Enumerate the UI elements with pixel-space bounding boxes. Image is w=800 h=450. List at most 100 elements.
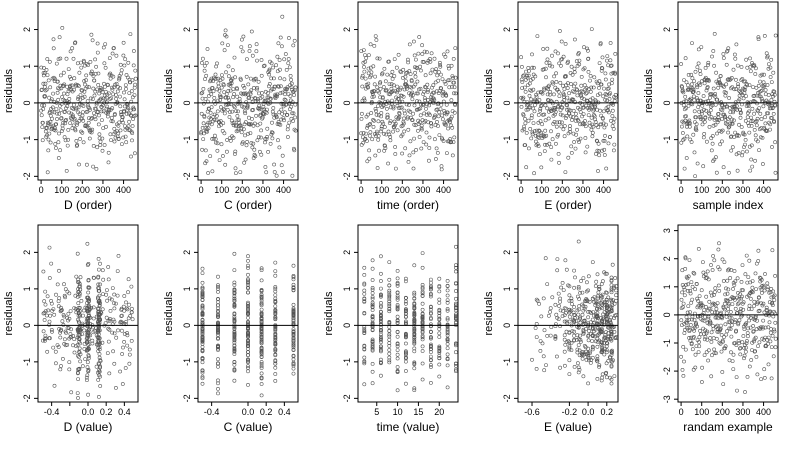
data-point — [747, 258, 752, 263]
data-point — [245, 139, 250, 144]
data-point — [374, 109, 379, 113]
data-point — [690, 347, 695, 352]
data-point — [106, 160, 111, 165]
data-point — [232, 334, 237, 339]
data-point — [546, 98, 551, 103]
data-point — [291, 348, 296, 353]
data-point — [216, 314, 220, 319]
data-point — [289, 116, 294, 121]
data-point — [240, 49, 245, 54]
data-point — [362, 382, 367, 387]
data-point — [216, 286, 220, 291]
data-point — [246, 343, 250, 348]
data-point — [753, 120, 758, 125]
data-point — [86, 290, 91, 295]
data-point — [709, 136, 714, 141]
data-point — [533, 103, 537, 108]
data-point — [572, 140, 577, 144]
data-point — [737, 341, 741, 346]
data-point — [424, 50, 429, 55]
data-point — [45, 294, 50, 299]
data-point — [85, 241, 90, 246]
data-point — [689, 140, 694, 144]
data-point — [714, 70, 719, 75]
data-point — [537, 301, 542, 306]
data-point — [761, 283, 766, 288]
x-tick-label: 200 — [555, 185, 570, 195]
data-point — [58, 56, 63, 61]
data-point — [381, 121, 386, 126]
points-group — [359, 34, 458, 172]
data-point — [453, 265, 458, 270]
data-point — [608, 336, 612, 341]
data-point — [232, 331, 237, 336]
data-point — [77, 349, 82, 354]
data-point — [613, 276, 618, 280]
data-point — [428, 59, 433, 64]
data-point — [757, 106, 762, 111]
data-point — [682, 136, 687, 141]
data-point — [740, 153, 745, 158]
data-point — [609, 323, 614, 328]
data-point — [100, 268, 105, 273]
data-point — [206, 171, 211, 175]
data-point — [768, 127, 772, 132]
y-tick-label: 0 — [502, 100, 512, 105]
data-point — [40, 125, 45, 130]
data-point — [128, 313, 133, 318]
data-point — [445, 352, 450, 357]
data-point — [60, 319, 65, 324]
data-point — [385, 72, 390, 77]
data-point — [45, 126, 49, 131]
data-point — [527, 81, 532, 86]
data-point — [415, 66, 420, 71]
x-tick-label: 100 — [214, 185, 229, 195]
x-tick-label: 400 — [756, 407, 771, 417]
data-point — [435, 107, 440, 112]
data-point — [731, 286, 736, 291]
data-point — [122, 90, 126, 95]
data-point — [86, 315, 91, 320]
data-point — [259, 268, 264, 273]
data-point — [118, 94, 122, 99]
data-point — [710, 268, 715, 272]
data-point — [425, 98, 430, 102]
data-point — [426, 158, 431, 163]
data-point — [82, 328, 87, 333]
data-point — [546, 116, 551, 121]
data-point — [690, 41, 694, 46]
data-point — [132, 107, 137, 112]
data-point — [378, 340, 383, 345]
data-point — [445, 300, 450, 305]
data-point — [692, 98, 697, 103]
x-tick-label: 300 — [95, 185, 110, 195]
data-point — [271, 106, 276, 110]
data-point — [232, 268, 237, 273]
data-point — [681, 285, 686, 290]
data-point — [228, 138, 233, 143]
data-point — [765, 54, 770, 59]
data-point — [370, 322, 375, 327]
data-point — [365, 112, 370, 117]
data-point — [604, 290, 608, 295]
data-point — [412, 53, 417, 58]
data-point — [524, 69, 528, 74]
data-point — [105, 351, 110, 356]
data-point — [694, 83, 699, 88]
data-point — [604, 316, 609, 321]
data-point — [520, 80, 525, 84]
data-point — [420, 337, 425, 342]
data-point — [766, 93, 771, 97]
data-point — [216, 386, 220, 391]
x-tick-label: 20 — [434, 407, 444, 417]
data-point — [442, 79, 447, 84]
data-point — [50, 105, 55, 110]
data-point — [106, 277, 111, 282]
data-point — [693, 365, 698, 370]
data-point — [395, 280, 400, 285]
data-point — [102, 93, 107, 98]
data-point — [273, 307, 278, 312]
data-point — [540, 341, 545, 346]
data-point — [122, 109, 127, 114]
data-point — [48, 120, 53, 124]
